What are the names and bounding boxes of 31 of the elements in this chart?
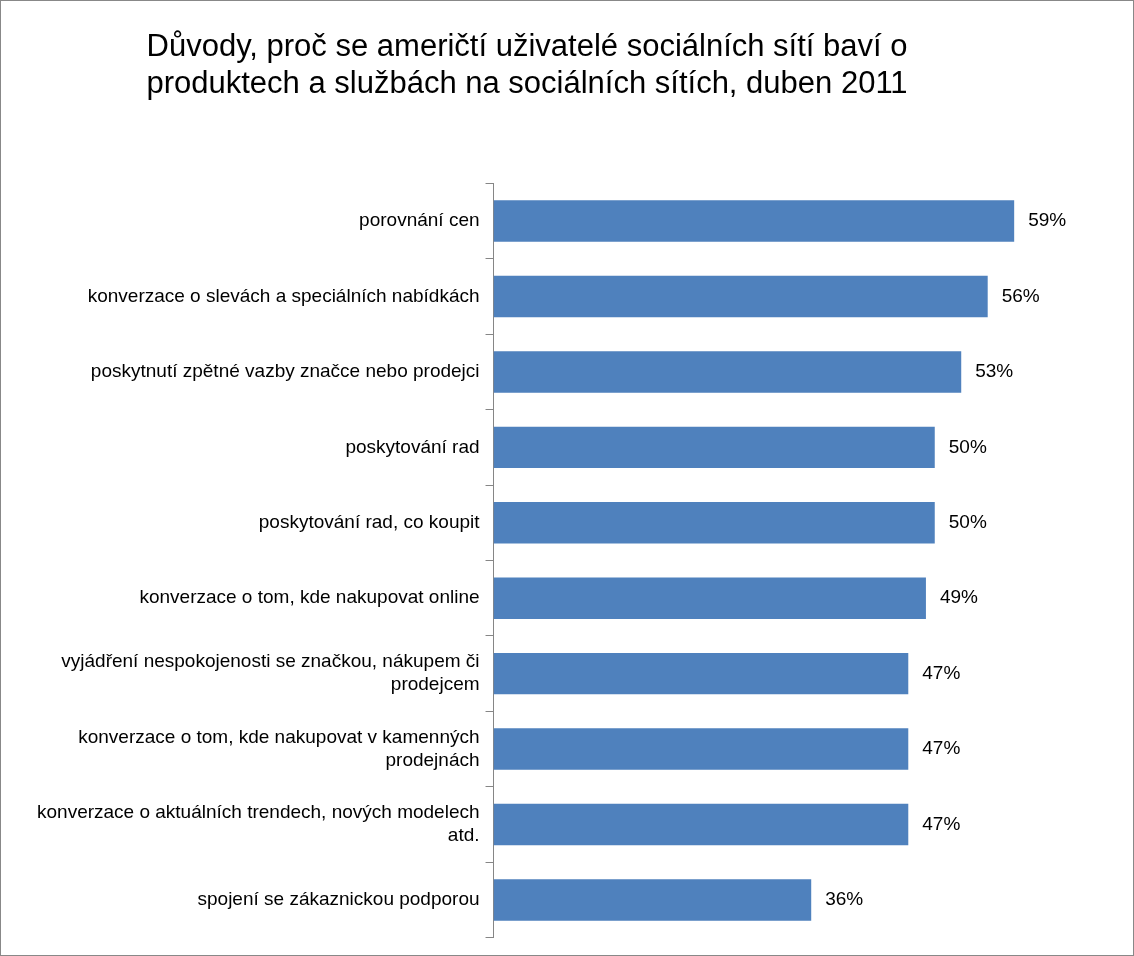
bar [493, 351, 962, 393]
bar [493, 577, 926, 619]
y-tick-label: konverzace o tom, kde nakupovat online [139, 586, 480, 608]
chart-title: Důvody, proč se američtí uživatelé sociálních sítí baví o produktech a službách na sociálních sítích, duben 2011 [146, 28, 908, 101]
data-label: 53% [975, 360, 1014, 382]
y-tick-label: vyjádření nespokojenosti se značkou, nákupem či prodejcem [61, 650, 480, 695]
y-tick-label: poskytnutí zpětné vazby značce nebo prodejci [90, 360, 480, 382]
data-label: 49% [939, 586, 979, 608]
bar [493, 803, 909, 846]
data-label: 50% [948, 435, 987, 457]
bar [493, 426, 935, 469]
bar [493, 200, 1015, 242]
y-tick-label: konverzace o tom, kde nakupovat v kamenných prodejnách [78, 725, 480, 770]
bar [493, 275, 988, 318]
data-label: 56% [1001, 284, 1040, 306]
bar [493, 728, 909, 770]
y-tick-label: porovnání cen [359, 209, 480, 231]
data-label: 47% [922, 737, 961, 759]
data-label: 59% [1028, 209, 1067, 231]
bar [493, 879, 812, 921]
data-label: 36% [825, 888, 864, 910]
y-tick-label: konverzace o slevách a speciálních nabídkách [87, 284, 480, 306]
y-tick-label: konverzace o aktuálních trendech, nových modelech atd. [36, 801, 480, 846]
data-label: 47% [922, 812, 961, 834]
bar [493, 652, 909, 695]
data-label: 47% [922, 661, 961, 683]
y-tick-label: spojení se zákaznickou podporou [197, 888, 480, 910]
y-tick-label: poskytování rad [345, 435, 480, 457]
bar [493, 502, 935, 544]
data-label: 50% [948, 511, 987, 533]
y-tick-label: poskytování rad, co koupit [258, 511, 481, 533]
